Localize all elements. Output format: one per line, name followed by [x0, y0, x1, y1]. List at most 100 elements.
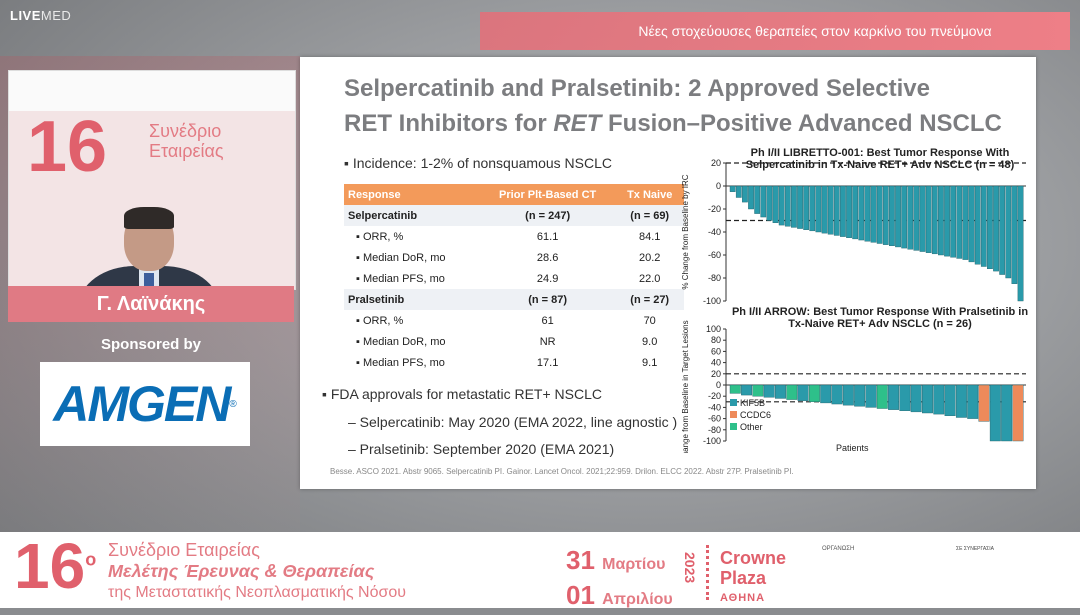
table-cell: ▪ ORR, %	[356, 314, 404, 327]
video-banner	[9, 71, 295, 111]
bar	[876, 185, 883, 244]
footer-venue: Crowne Plaza ΑΘΗΝΑ	[720, 548, 787, 604]
chart2-title: Ph I/II ARROW: Best Tumor Response With …	[731, 306, 1029, 330]
table-cell: 28.6	[536, 251, 559, 264]
livemed-logo: LIVEMED	[10, 8, 72, 23]
legend-label: KIF5B	[740, 398, 765, 408]
sponsored-label: Sponsored by	[100, 336, 201, 353]
bar	[797, 185, 803, 229]
y-tick-label: -40	[708, 227, 721, 237]
bar	[888, 384, 900, 410]
bar	[775, 384, 786, 399]
y-tick-label: -80	[708, 425, 721, 435]
footer-organizer: ΟΡΓΑΝΩΣΗ	[822, 546, 855, 552]
bar	[962, 185, 969, 260]
bar	[865, 384, 877, 408]
bar	[944, 384, 956, 416]
sponsor-logo: AMGEN ®	[40, 362, 250, 446]
bar	[944, 185, 950, 257]
table-cell: 70	[643, 314, 656, 327]
table-cell: Selpercatinib	[344, 205, 480, 226]
table-cell: 84.1	[638, 230, 661, 243]
bar	[968, 185, 975, 263]
bar	[808, 384, 820, 402]
table-cell: 61	[541, 314, 554, 327]
table-row: Pralsetinib (n = 87) (n = 27)	[344, 289, 684, 310]
bar	[831, 384, 843, 405]
bar	[910, 384, 922, 413]
footer-partners: ΣΕ ΣΥΝΕΡΓΑΣΙΑ	[956, 546, 994, 552]
bar	[907, 185, 914, 250]
y-tick-label: -80	[708, 273, 721, 283]
bar	[978, 384, 990, 422]
slide-title: Selpercatinib and Pralsetinib: 2 Approve…	[344, 75, 1002, 137]
table-cell: ▪ Median DoR, mo	[356, 335, 446, 348]
table-cell: 9.0	[642, 335, 658, 348]
bar	[748, 185, 754, 210]
bar	[955, 384, 967, 418]
x-axis-label: Patients	[836, 443, 869, 453]
table-cell: 9.1	[642, 356, 658, 369]
table-cell: 17.1	[536, 356, 559, 369]
bar	[922, 384, 933, 414]
table-cell: (n = 87)	[479, 289, 616, 310]
table-cell: NR	[539, 335, 556, 348]
bar	[827, 185, 834, 235]
table-cell: ▪ Median DoR, mo	[356, 251, 446, 264]
bar	[752, 384, 764, 397]
legend-label: CCDC6	[740, 410, 771, 420]
y-tick-label: 80	[711, 335, 721, 345]
bar	[763, 384, 775, 398]
bar	[846, 185, 852, 238]
table-cell: 22.0	[638, 272, 661, 285]
bar	[895, 185, 901, 248]
table-cell: 24.9	[536, 272, 559, 285]
bar	[950, 185, 957, 258]
table-cell: ▪ ORR, %	[356, 230, 404, 243]
bar	[1001, 384, 1013, 442]
y-tick-label: -100	[703, 436, 721, 446]
footer-year: 2023	[682, 552, 698, 584]
speaker-video[interactable]: 16 Συνέδριο Εταιρείας	[8, 70, 296, 290]
y-tick-label: 20	[711, 369, 721, 379]
footer-divider	[706, 545, 713, 600]
y-tick-label: -40	[708, 402, 721, 412]
speaker-name: Γ. Λαϊνάκης	[96, 292, 206, 315]
table-cell: (n = 247)	[479, 205, 616, 226]
bar	[858, 185, 865, 241]
bar	[797, 384, 809, 401]
table-row: ▪ Median DoR, mo 28.6 20.2	[344, 247, 684, 268]
bar	[993, 185, 999, 272]
video-conference-number: 16	[27, 107, 108, 187]
y-tick-label: 0	[716, 380, 721, 390]
footer-dates: 31 Μαρτίου 01 Απριλίου	[566, 545, 673, 610]
session-title-bar: Νέες στοχεύουσες θεραπείες στον καρκίνο …	[480, 12, 1070, 50]
y-axis-label: Maximum Change from Baseline in Target L…	[681, 319, 690, 453]
bar	[803, 185, 810, 230]
table-cell: (n = 69)	[615, 205, 684, 226]
bar	[778, 185, 785, 226]
bar	[999, 185, 1006, 275]
bar	[980, 185, 987, 267]
table-row: ▪ Median PFS, mo 24.9 22.0	[344, 268, 684, 289]
y-tick-label: -60	[708, 250, 721, 260]
table-row: ▪ ORR, % 61.1 84.1	[344, 226, 684, 247]
legend-swatch	[730, 411, 737, 418]
table-cell: ▪ Median PFS, mo	[356, 272, 445, 285]
y-tick-label: -20	[708, 204, 721, 214]
y-tick-label: -20	[708, 391, 721, 401]
legend-label: Other	[740, 422, 763, 432]
table-cell: Pralsetinib	[344, 289, 480, 310]
y-tick-label: 20	[711, 158, 721, 168]
bar	[938, 185, 944, 256]
bar	[989, 384, 1001, 442]
bar	[876, 384, 888, 409]
y-tick-label: 0	[716, 181, 721, 191]
incidence-bullet: ▪ Incidence: 1-2% of nonsquamous NSCLC	[344, 155, 612, 171]
bar	[882, 185, 889, 245]
bar	[791, 185, 797, 228]
bar	[1005, 185, 1012, 279]
bar	[815, 185, 822, 233]
table-row: ▪ Median PFS, mo 17.1 9.1	[344, 352, 684, 373]
y-tick-label: 40	[711, 358, 721, 368]
